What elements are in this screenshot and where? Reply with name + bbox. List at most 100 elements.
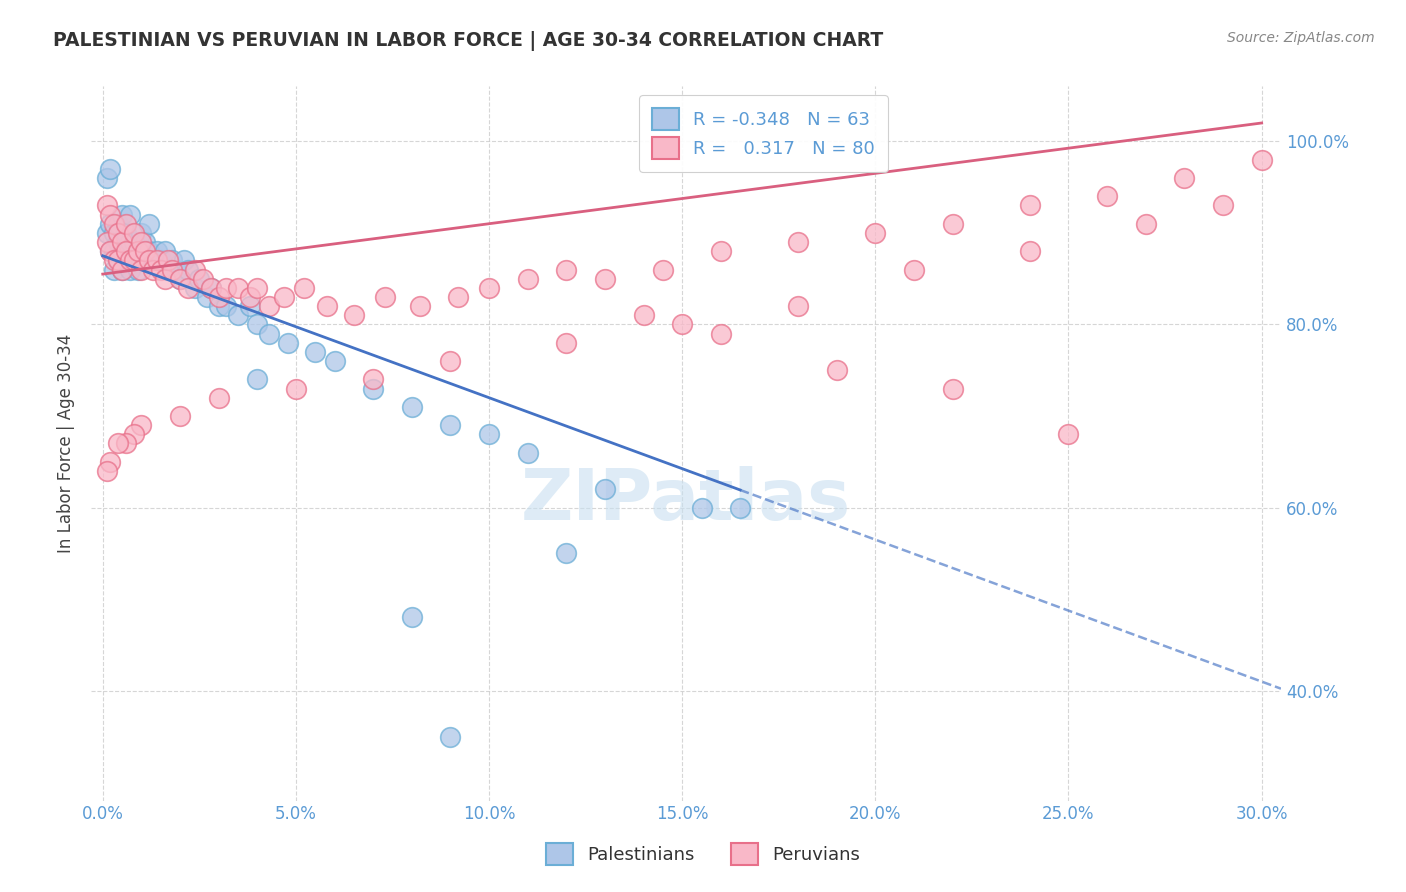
Point [127, 244, 149, 259]
Point [903, 262, 925, 277]
Point [257, 326, 280, 341]
Point [100, 455, 122, 469]
Point [1018, 198, 1040, 212]
Point [162, 253, 184, 268]
Point [107, 253, 129, 268]
Point [149, 262, 172, 277]
Point [865, 226, 887, 240]
Point [169, 271, 191, 285]
Point [374, 290, 396, 304]
Point [787, 235, 810, 249]
Point [273, 290, 295, 304]
Point [107, 235, 129, 249]
Point [184, 262, 207, 277]
Point [122, 253, 145, 268]
Point [323, 354, 346, 368]
Point [361, 382, 384, 396]
Point [111, 244, 134, 259]
Point [131, 262, 153, 277]
Point [149, 253, 172, 268]
Point [343, 308, 366, 322]
Point [257, 299, 280, 313]
Point [118, 253, 141, 268]
Point [207, 391, 229, 405]
Point [942, 382, 965, 396]
Point [122, 226, 145, 240]
Point [103, 253, 125, 268]
Point [111, 208, 134, 222]
Point [122, 235, 145, 249]
Point [651, 262, 673, 277]
Point [111, 262, 134, 277]
Legend: Palestinians, Peruvians: Palestinians, Peruvians [537, 834, 869, 874]
Point [100, 244, 122, 259]
Y-axis label: In Labor Force | Age 30-34: In Labor Force | Age 30-34 [58, 334, 75, 553]
Point [439, 354, 461, 368]
Point [942, 217, 965, 231]
Point [146, 244, 169, 259]
Point [131, 226, 153, 240]
Point [107, 226, 129, 240]
Point [439, 730, 461, 744]
Point [153, 244, 176, 259]
Point [162, 262, 184, 277]
Point [115, 253, 138, 268]
Point [207, 299, 229, 313]
Point [142, 262, 165, 277]
Point [238, 299, 260, 313]
Point [131, 253, 153, 268]
Point [671, 318, 693, 332]
Point [1250, 153, 1272, 167]
Point [215, 299, 238, 313]
Point [304, 345, 326, 359]
Point [207, 290, 229, 304]
Legend: R = -0.348   N = 63, R =   0.317   N = 80: R = -0.348 N = 63, R = 0.317 N = 80 [640, 95, 887, 172]
Point [516, 445, 538, 459]
Point [115, 244, 138, 259]
Point [226, 281, 249, 295]
Point [246, 372, 269, 386]
Point [215, 281, 238, 295]
Point [111, 262, 134, 277]
Point [177, 281, 200, 295]
Point [555, 335, 578, 350]
Point [690, 500, 713, 515]
Point [96, 198, 118, 212]
Point [177, 262, 200, 277]
Point [200, 281, 222, 295]
Point [173, 253, 195, 268]
Point [115, 217, 138, 231]
Point [593, 483, 616, 497]
Point [153, 271, 176, 285]
Point [127, 244, 149, 259]
Point [728, 500, 751, 515]
Point [107, 217, 129, 231]
Point [118, 208, 141, 222]
Point [516, 271, 538, 285]
Point [138, 253, 160, 268]
Point [157, 262, 180, 277]
Point [111, 235, 134, 249]
Point [100, 217, 122, 231]
Point [127, 262, 149, 277]
Point [146, 253, 169, 268]
Point [478, 427, 501, 442]
Point [169, 409, 191, 423]
Point [188, 271, 211, 285]
Point [138, 244, 160, 259]
Point [96, 226, 118, 240]
Point [238, 290, 260, 304]
Text: PALESTINIAN VS PERUVIAN IN LABOR FORCE | AGE 30-34 CORRELATION CHART: PALESTINIAN VS PERUVIAN IN LABOR FORCE |… [53, 31, 884, 51]
Point [107, 436, 129, 450]
Point [1018, 244, 1040, 259]
Point [103, 244, 125, 259]
Point [157, 253, 180, 268]
Point [710, 326, 733, 341]
Point [277, 335, 299, 350]
Point [1173, 170, 1195, 185]
Point [96, 235, 118, 249]
Point [100, 161, 122, 176]
Point [103, 217, 125, 231]
Point [122, 427, 145, 442]
Point [447, 290, 470, 304]
